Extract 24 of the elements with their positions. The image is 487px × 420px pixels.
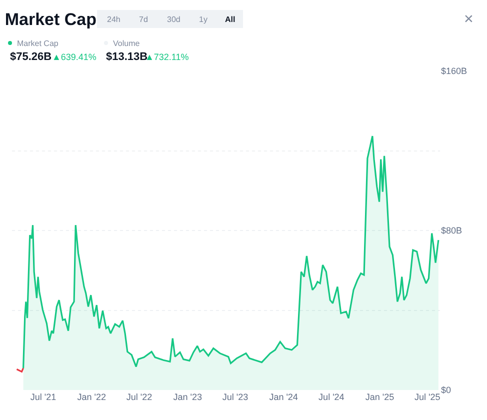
- x-tick-label: Jan '25: [365, 392, 394, 402]
- text: ×: [464, 11, 474, 28]
- chart-title: Market Cap: [4, 10, 97, 29]
- y-tick-label: $160B: [441, 66, 468, 76]
- text: ▲639.41%: [52, 52, 96, 62]
- y-tick-label: $80B: [441, 226, 462, 236]
- text: 7d: [139, 15, 148, 24]
- text: Market Cap: [17, 39, 59, 48]
- text: 30d: [167, 15, 180, 24]
- x-tick-label: Jul '24: [318, 392, 344, 402]
- y-tick-label: $0: [441, 385, 452, 396]
- text: 24h: [107, 15, 120, 24]
- text: Volume: [113, 39, 140, 48]
- x-tick-label: Jan '23: [173, 392, 202, 402]
- x-tick-label: Jul '25: [414, 392, 440, 402]
- x-tick-label: Jul '22: [126, 392, 152, 402]
- x-tick-label: Jan '22: [77, 392, 106, 402]
- text: 1y: [199, 15, 208, 24]
- text: $13.13B: [106, 51, 148, 63]
- text: $75.26B: [10, 51, 52, 63]
- x-tick-label: Jul '21: [30, 392, 56, 402]
- text: All: [225, 15, 236, 24]
- x-tick-label: Jul '23: [222, 392, 248, 402]
- x-tick-label: Jan '24: [269, 392, 298, 402]
